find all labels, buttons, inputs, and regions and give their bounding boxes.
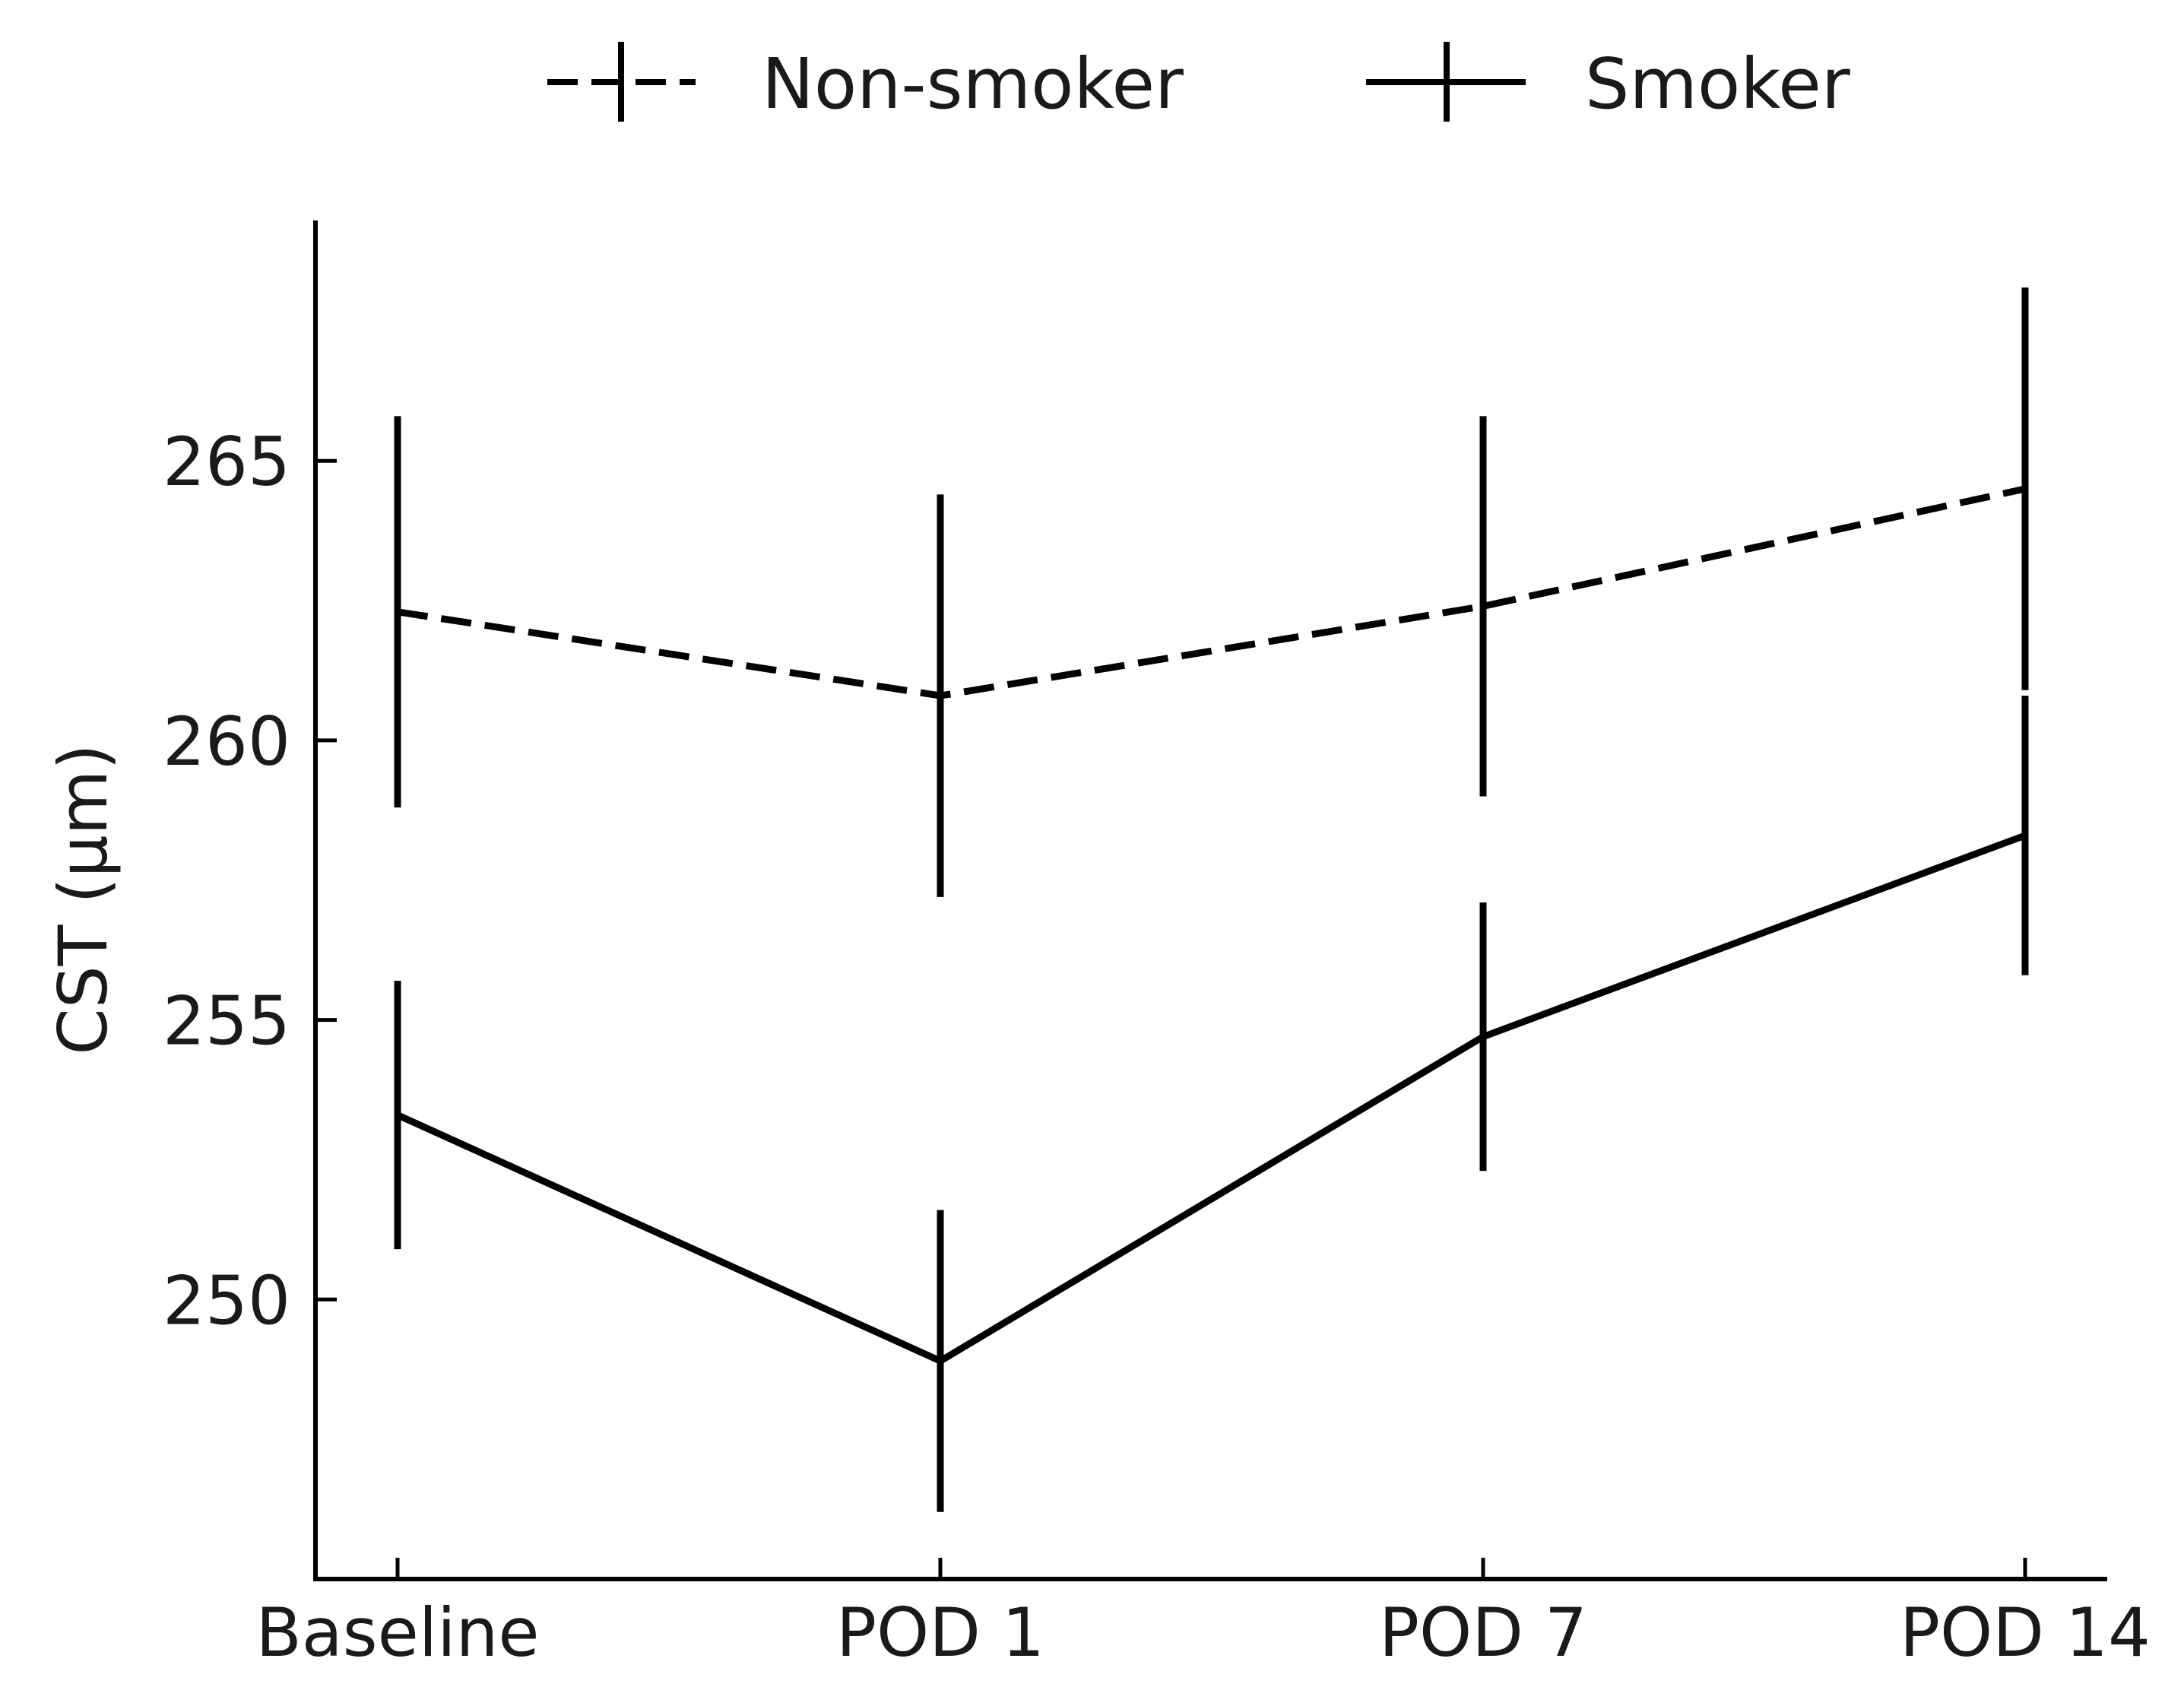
axes bbox=[313, 220, 2107, 1581]
data-point-smoker bbox=[1480, 1033, 1486, 1040]
data-point-smoker bbox=[395, 1111, 401, 1118]
data-point-non-smoker bbox=[2022, 485, 2028, 492]
legend-label-non-smoker: Non-smoker bbox=[762, 43, 1184, 125]
legend-item-non-smoker: Non-smoker bbox=[547, 42, 1184, 125]
y-ticks: 250 255 260 265 bbox=[163, 423, 337, 1340]
x-tick-label: POD 14 bbox=[1900, 1593, 2151, 1672]
series-line-non-smoker bbox=[397, 485, 2026, 699]
plot-area bbox=[394, 287, 2029, 1512]
y-tick-label: 265 bbox=[163, 423, 290, 501]
series-line-smoker bbox=[396, 832, 2027, 1365]
x-ticks: Baseline POD 1 POD 7 POD 14 bbox=[255, 1558, 2151, 1672]
y-tick-label: 250 bbox=[163, 1261, 290, 1340]
legend-label-smoker: Smoker bbox=[1585, 43, 1850, 125]
data-point-non-smoker bbox=[1480, 603, 1486, 610]
data-point-smoker bbox=[937, 1358, 943, 1365]
x-tick-label: Baseline bbox=[255, 1593, 539, 1672]
legend-item-smoker: Smoker bbox=[1366, 42, 1850, 125]
series-non-smoker bbox=[394, 287, 2029, 897]
y-tick-label: 255 bbox=[163, 982, 290, 1061]
data-point-non-smoker bbox=[937, 693, 943, 699]
data-point-non-smoker bbox=[395, 608, 401, 615]
y-tick-label: 260 bbox=[163, 702, 290, 781]
x-tick-label: POD 7 bbox=[1379, 1593, 1587, 1672]
legend: Non-smoker Smoker bbox=[547, 42, 1850, 125]
x-tick-label: POD 1 bbox=[836, 1593, 1044, 1672]
data-point-smoker bbox=[2022, 832, 2028, 839]
y-axis-label: CST (μm) bbox=[44, 744, 122, 1054]
series-smoker bbox=[394, 696, 2029, 1512]
